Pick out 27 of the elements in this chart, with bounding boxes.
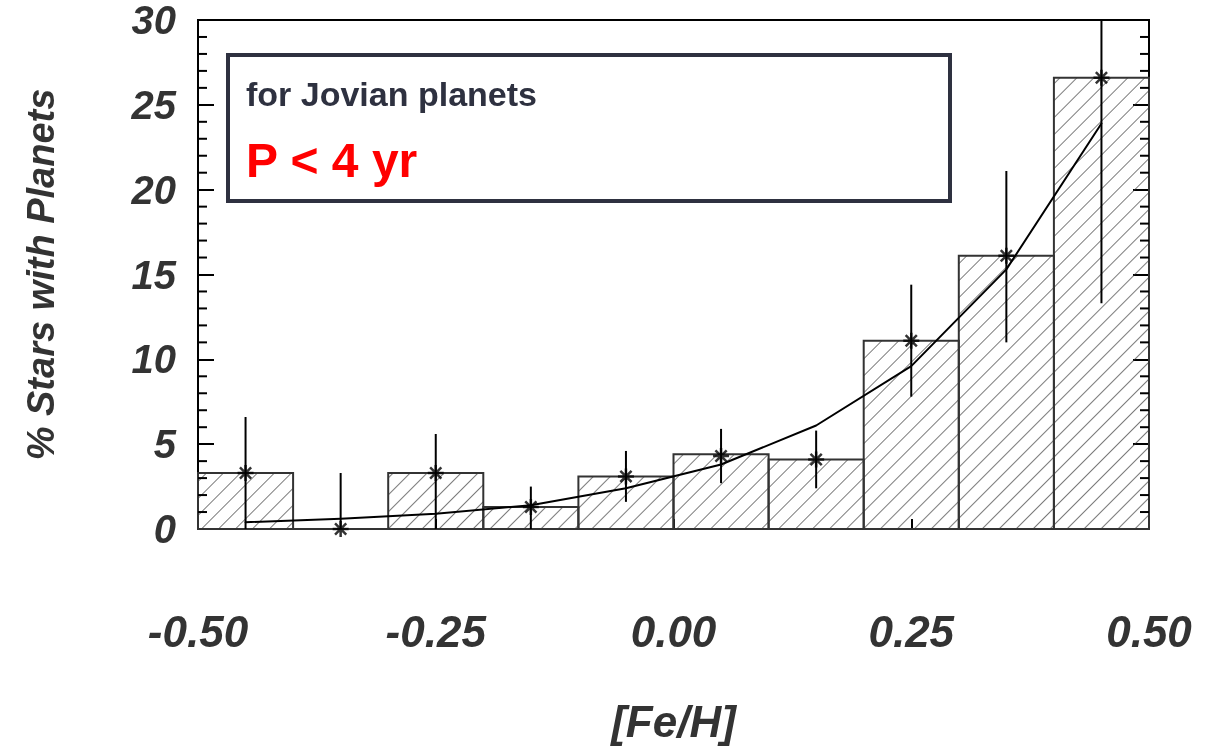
point	[426, 463, 445, 483]
y-tick-label: 30	[131, 0, 176, 42]
y-tick-label: 5	[153, 422, 177, 467]
point	[236, 463, 255, 483]
annotation: P < 4 yr	[246, 133, 418, 188]
x-axis-title: [Fe/H]	[609, 696, 738, 746]
x-tick-label: 0.25	[868, 606, 955, 656]
x-tick-label: -0.25	[385, 606, 487, 656]
y-tick-label: 20	[130, 167, 176, 212]
note-box: for Jovian planets P < 4 yr	[226, 53, 952, 203]
point	[806, 450, 826, 469]
y-tick-label: 25	[130, 82, 177, 127]
y-tick-label: 10	[131, 337, 176, 382]
x-tick-label: 0.00	[630, 606, 717, 656]
x-tick-label: 0.50	[1106, 606, 1193, 656]
point	[521, 497, 541, 517]
x-tick-label: -0.50	[147, 606, 249, 656]
point	[1092, 68, 1111, 87]
y-tick-label: 15	[131, 252, 177, 297]
point	[331, 519, 350, 539]
point	[902, 331, 921, 350]
point	[616, 467, 636, 486]
point	[711, 446, 731, 466]
point	[997, 246, 1016, 266]
annotation: for Jovian planets	[246, 75, 537, 114]
y-tick-label: 0	[153, 507, 176, 551]
y-axis-title: % Stars with Planets	[20, 88, 62, 461]
